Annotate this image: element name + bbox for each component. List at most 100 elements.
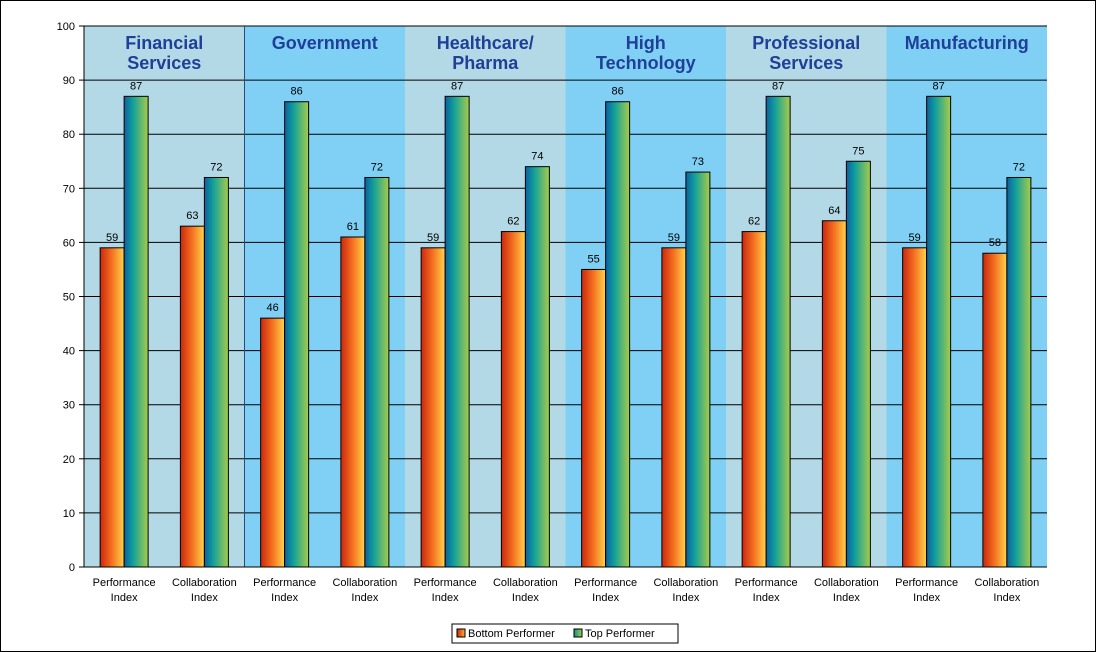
- data-label: 72: [210, 161, 222, 173]
- x-tick-label: Index: [672, 592, 699, 604]
- x-tick-label: Performance: [895, 577, 958, 589]
- bar-bottom-performer: [661, 247, 687, 568]
- bar-top-performer: [1006, 176, 1032, 568]
- data-label: 72: [371, 161, 383, 173]
- bar-top-performer: [203, 176, 229, 568]
- bar-bottom-performer: [420, 247, 446, 568]
- legend-box: [451, 623, 679, 644]
- data-label: 72: [1013, 161, 1025, 173]
- legend-swatch: [456, 628, 466, 638]
- y-tick-label: 10: [63, 508, 75, 520]
- data-label: 58: [989, 237, 1001, 249]
- bar-top-performer: [685, 171, 711, 568]
- x-tick-label: Index: [351, 592, 378, 604]
- x-tick-label: Index: [111, 592, 138, 604]
- x-tick-label: Index: [191, 592, 218, 604]
- data-label: 86: [291, 86, 303, 98]
- bar-bottom-performer: [99, 247, 125, 568]
- bar-bottom-performer: [982, 252, 1008, 568]
- bar-top-performer: [284, 101, 310, 568]
- data-label: 59: [909, 232, 921, 244]
- y-tick-label: 30: [63, 400, 75, 412]
- x-tick-label: Index: [592, 592, 619, 604]
- group-label: Technology: [596, 53, 696, 73]
- x-tick-label: Collaboration: [332, 577, 397, 589]
- bar-top-performer: [605, 101, 631, 568]
- bar-top-performer: [765, 95, 791, 568]
- group-label: Healthcare/: [437, 33, 534, 53]
- x-tick-label: Index: [993, 592, 1020, 604]
- group-label: Professional: [752, 33, 860, 53]
- bar-top-performer: [524, 166, 550, 568]
- x-tick-label: Index: [833, 592, 860, 604]
- y-tick-label: 0: [69, 562, 75, 574]
- x-tick-label: Index: [271, 592, 298, 604]
- y-tick-label: 40: [63, 346, 75, 358]
- y-tick-label: 60: [63, 237, 75, 249]
- x-tick-label: Index: [753, 592, 780, 604]
- y-tick-label: 70: [63, 183, 75, 195]
- data-label: 64: [828, 205, 840, 217]
- legend-swatch: [573, 628, 583, 638]
- data-label: 62: [748, 216, 760, 228]
- legend-label: Bottom Performer: [468, 628, 555, 640]
- x-tick-label: Collaboration: [974, 577, 1039, 589]
- data-label: 86: [612, 86, 624, 98]
- group-label: Services: [127, 53, 201, 73]
- x-tick-label: Performance: [253, 577, 316, 589]
- data-label: 61: [347, 221, 359, 233]
- data-label: 73: [692, 156, 704, 168]
- group-label: Manufacturing: [905, 33, 1029, 53]
- bar-bottom-performer: [340, 236, 366, 568]
- bar-top-performer: [926, 95, 952, 568]
- y-tick-label: 100: [57, 21, 75, 33]
- y-tick-label: 90: [63, 75, 75, 87]
- bar-bottom-performer: [179, 225, 205, 568]
- data-label: 62: [507, 216, 519, 228]
- x-tick-label: Collaboration: [493, 577, 558, 589]
- data-label: 46: [267, 302, 279, 314]
- data-label: 75: [852, 145, 864, 157]
- bar-top-performer: [123, 95, 149, 568]
- bar-bottom-performer: [500, 231, 526, 568]
- bar-top-performer: [845, 160, 871, 568]
- group-label: Pharma: [452, 53, 519, 73]
- bar-bottom-performer: [260, 317, 286, 568]
- legend-label: Top Performer: [585, 628, 655, 640]
- group-label: High: [626, 33, 666, 53]
- data-label: 55: [588, 253, 600, 265]
- x-tick-label: Index: [512, 592, 539, 604]
- x-tick-label: Collaboration: [814, 577, 879, 589]
- bar-bottom-performer: [902, 247, 928, 568]
- y-tick-label: 50: [63, 292, 75, 304]
- x-tick-label: Collaboration: [172, 577, 237, 589]
- data-label: 87: [772, 80, 784, 92]
- data-label: 59: [427, 232, 439, 244]
- data-label: 87: [451, 80, 463, 92]
- x-tick-label: Performance: [414, 577, 477, 589]
- y-tick-label: 20: [63, 454, 75, 466]
- legend: Bottom Performer Top Performer: [451, 623, 679, 644]
- group-label: Services: [769, 53, 843, 73]
- x-tick-label: Index: [432, 592, 459, 604]
- bar-top-performer: [444, 95, 470, 568]
- y-tick-label: 80: [63, 129, 75, 141]
- data-label: 63: [186, 210, 198, 222]
- bar-bottom-performer: [821, 220, 847, 568]
- data-label: 59: [106, 232, 118, 244]
- data-label: 59: [668, 232, 680, 244]
- bar-bottom-performer: [581, 268, 607, 568]
- data-label: 87: [130, 80, 142, 92]
- x-tick-label: Collaboration: [653, 577, 718, 589]
- x-tick-label: Performance: [574, 577, 637, 589]
- group-label: Financial: [125, 33, 203, 53]
- bar-top-performer: [364, 176, 390, 568]
- data-label: 87: [933, 80, 945, 92]
- x-tick-label: Performance: [93, 577, 156, 589]
- x-tick-label: Index: [913, 592, 940, 604]
- bar-bottom-performer: [741, 231, 767, 568]
- x-tick-label: Performance: [735, 577, 798, 589]
- data-label: 74: [531, 151, 543, 163]
- group-label: Government: [272, 33, 378, 53]
